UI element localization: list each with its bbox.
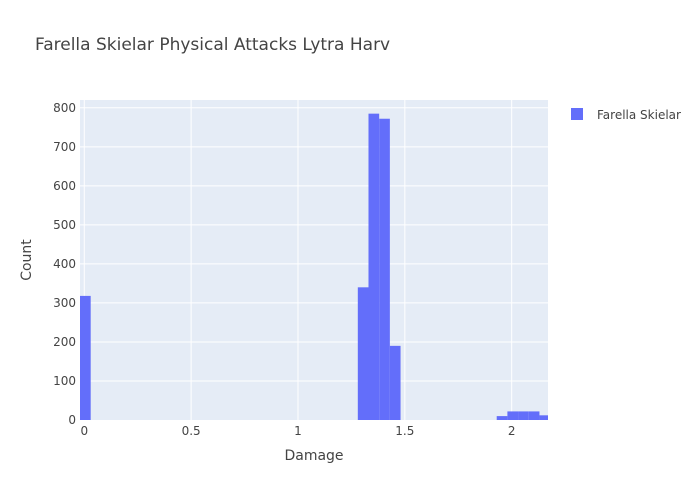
legend[interactable]: Farella Skielar — [571, 108, 681, 122]
x-tick-label: 1.5 — [395, 424, 414, 438]
grid-lines — [80, 100, 548, 420]
y-tick-label: 400 — [53, 257, 76, 271]
y-tick-label: 500 — [53, 218, 76, 232]
legend-swatch[interactable] — [571, 108, 583, 120]
histogram-bar[interactable] — [368, 113, 380, 420]
y-tick-label: 700 — [53, 140, 76, 154]
x-tick-label: 1 — [294, 424, 302, 438]
histogram-bar[interactable] — [357, 287, 369, 420]
histogram-bar[interactable] — [379, 118, 390, 421]
y-axis-label: Count — [19, 239, 35, 281]
histogram-bar[interactable] — [528, 411, 540, 420]
x-axis-ticks: 0 0.5 1 1.5 2 — [80, 424, 515, 438]
y-tick-label: 800 — [53, 101, 76, 115]
chart-title: Farella Skielar Physical Attacks Lytra H… — [35, 35, 390, 55]
histogram-bar[interactable] — [507, 411, 519, 420]
histogram-bar[interactable] — [539, 415, 548, 420]
y-tick-label: 600 — [53, 179, 76, 193]
x-tick-label: 2 — [508, 424, 516, 438]
y-tick-label: 0 — [68, 413, 76, 427]
x-axis-label: Damage — [284, 448, 343, 464]
y-tick-label: 300 — [53, 296, 76, 310]
histogram-bars — [80, 113, 548, 421]
legend-label[interactable]: Farella Skielar — [597, 108, 681, 122]
y-tick-label: 100 — [53, 374, 76, 388]
y-axis-ticks: 0 100 200 300 400 500 600 700 800 — [53, 101, 76, 427]
y-tick-label: 200 — [53, 335, 76, 349]
histogram-bar[interactable] — [496, 416, 508, 420]
histogram-bar[interactable] — [80, 295, 91, 420]
x-tick-label: 0.5 — [182, 424, 201, 438]
plot-area — [80, 100, 548, 420]
histogram-bar[interactable] — [518, 411, 529, 420]
x-tick-label: 0 — [80, 424, 88, 438]
histogram-bar[interactable] — [389, 345, 401, 420]
